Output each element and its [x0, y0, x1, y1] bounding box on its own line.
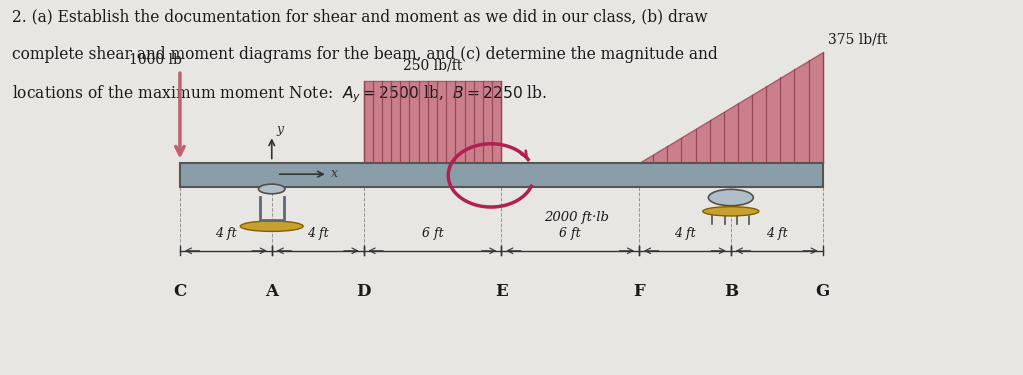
Text: complete shear and moment diagrams for the beam, and (c) determine the magnitude: complete shear and moment diagrams for t…	[11, 46, 717, 63]
Text: F: F	[633, 283, 644, 300]
Text: y: y	[277, 123, 284, 136]
Text: locations of the maximum moment Note:  $A_y = 2500$ lb,  $B = 2250$ lb.: locations of the maximum moment Note: $A…	[11, 83, 546, 105]
Ellipse shape	[240, 221, 303, 231]
Text: B: B	[724, 283, 738, 300]
Text: 4 ft: 4 ft	[307, 227, 328, 240]
Text: C: C	[173, 283, 186, 300]
Text: 375 lb/ft: 375 lb/ft	[828, 32, 887, 46]
Text: 2000 ft·lb: 2000 ft·lb	[544, 211, 609, 224]
Text: 2. (a) Establish the documentation for shear and moment as we did in our class, : 2. (a) Establish the documentation for s…	[11, 9, 707, 26]
Text: 4 ft: 4 ft	[215, 227, 236, 240]
Bar	[363, 81, 501, 163]
Text: D: D	[356, 283, 370, 300]
Text: A: A	[265, 283, 278, 300]
Circle shape	[259, 184, 285, 194]
Ellipse shape	[703, 207, 759, 216]
Text: 6 ft: 6 ft	[560, 227, 581, 240]
FancyBboxPatch shape	[180, 163, 822, 188]
Text: 1000 lb: 1000 lb	[129, 53, 182, 66]
Text: 6 ft: 6 ft	[421, 227, 443, 240]
Text: E: E	[495, 283, 507, 300]
Polygon shape	[639, 52, 822, 163]
Text: 4 ft: 4 ft	[766, 227, 788, 240]
Text: 4 ft: 4 ft	[674, 227, 696, 240]
Text: 250 lb/ft: 250 lb/ft	[403, 58, 462, 72]
Circle shape	[708, 189, 753, 206]
Text: x: x	[330, 166, 338, 180]
Text: G: G	[815, 283, 830, 300]
